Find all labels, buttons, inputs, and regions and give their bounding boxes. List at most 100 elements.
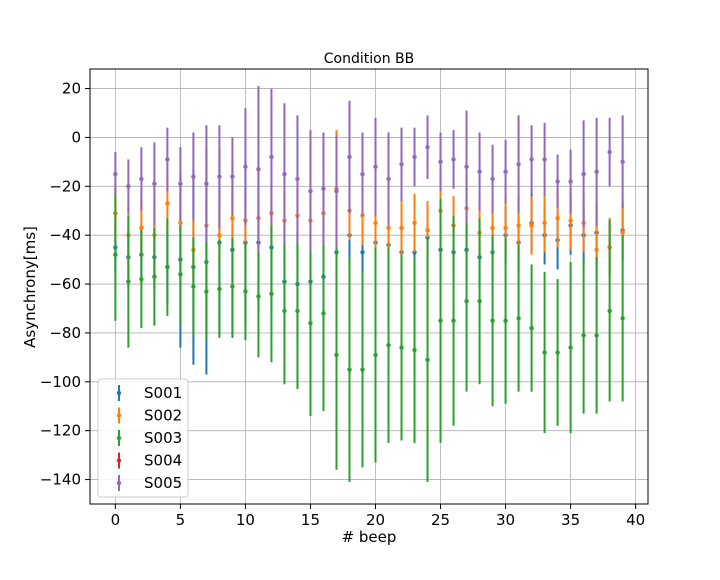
data-point: [503, 225, 508, 231]
data-point: [191, 284, 196, 289]
y-tick-label: −80: [49, 324, 81, 342]
x-tick-label: 0: [111, 511, 121, 529]
x-tick-label: 20: [366, 511, 385, 529]
legend-item: S005: [116, 474, 182, 492]
legend-item: S001: [116, 384, 182, 402]
series-s001: [113, 149, 625, 375]
data-point: [477, 298, 482, 304]
data-point: [295, 308, 300, 314]
data-point: [126, 279, 131, 284]
data-point: [386, 176, 391, 182]
data-point: [555, 350, 560, 355]
data-point: [373, 164, 378, 169]
y-tick-label: −20: [49, 177, 81, 195]
y-tick-label: 0: [71, 128, 81, 146]
data-point: [373, 220, 378, 226]
data-point: [581, 171, 586, 177]
data-point: [490, 318, 495, 323]
data-point: [373, 352, 378, 358]
data-point: [516, 223, 521, 228]
data-point: [217, 174, 222, 179]
data-point: [308, 320, 313, 326]
data-point: [425, 357, 430, 363]
data-point: [451, 318, 456, 323]
x-tick-label: 40: [626, 511, 645, 529]
series-s003: [113, 188, 625, 483]
data-point: [321, 311, 326, 316]
legend-marker: [116, 480, 122, 486]
data-point: [282, 171, 287, 177]
y-tick-label: −60: [49, 275, 81, 293]
y-tick-label: 20: [62, 80, 81, 98]
data-point: [425, 228, 430, 233]
data-point: [321, 186, 326, 191]
data-point: [568, 218, 573, 223]
data-point: [139, 276, 144, 282]
data-point: [399, 345, 404, 350]
data-point: [568, 179, 573, 184]
data-point: [230, 215, 235, 221]
data-point: [412, 220, 417, 226]
data-point: [594, 333, 599, 338]
data-point: [295, 176, 300, 182]
chart-title: Condition BB: [324, 51, 414, 67]
data-point: [386, 225, 391, 231]
legend-label: S004: [144, 452, 182, 470]
data-point: [334, 352, 339, 358]
data-point: [477, 169, 482, 174]
data-point: [542, 157, 547, 162]
data-point: [165, 157, 170, 162]
x-tick-label: 5: [176, 511, 186, 529]
data-point: [139, 176, 144, 182]
data-point: [360, 171, 365, 177]
data-point: [438, 318, 443, 323]
series-s002: [113, 130, 625, 280]
legend-label: S003: [144, 429, 182, 447]
data-point: [490, 176, 495, 182]
data-point: [152, 274, 157, 279]
data-point: [204, 289, 209, 294]
x-tick-label: 25: [431, 511, 450, 529]
data-point: [243, 164, 248, 169]
data-point: [360, 250, 365, 255]
data-point: [347, 154, 352, 160]
legend-marker: [116, 390, 122, 396]
data-point: [165, 264, 170, 270]
data-point: [607, 149, 612, 155]
data-point: [386, 342, 391, 348]
legend-marker: [116, 435, 122, 441]
data-point: [256, 166, 261, 172]
legend-marker: [116, 458, 122, 463]
legend-label: S005: [144, 474, 182, 492]
data-point: [464, 164, 469, 169]
series-s005: [113, 86, 625, 253]
data-point: [230, 174, 235, 179]
data-point: [594, 247, 599, 253]
x-tick-label: 10: [236, 511, 255, 529]
x-axis-label: # beep: [342, 528, 397, 546]
data-point: [230, 284, 235, 289]
y-tick-label: −120: [40, 422, 81, 440]
data-point: [139, 225, 144, 231]
data-point: [269, 154, 274, 160]
legend-item: S002: [116, 407, 182, 425]
legend-item: S003: [116, 429, 182, 447]
x-tick-label: 15: [301, 511, 320, 529]
legend-label: S001: [144, 384, 182, 402]
data-point: [217, 232, 222, 238]
data-point: [360, 367, 365, 372]
legend: S001 S002 S003 S004 S005: [97, 378, 189, 498]
data-point: [178, 220, 183, 226]
data-point: [529, 223, 534, 228]
data-point: [269, 291, 274, 297]
data-point: [555, 215, 560, 221]
data-point: [113, 171, 118, 177]
data-point: [347, 367, 352, 372]
data-point: [581, 333, 586, 338]
legend-box: [97, 378, 189, 498]
data-point: [412, 347, 417, 353]
data-layer: [113, 86, 625, 483]
data-point: [399, 162, 404, 167]
